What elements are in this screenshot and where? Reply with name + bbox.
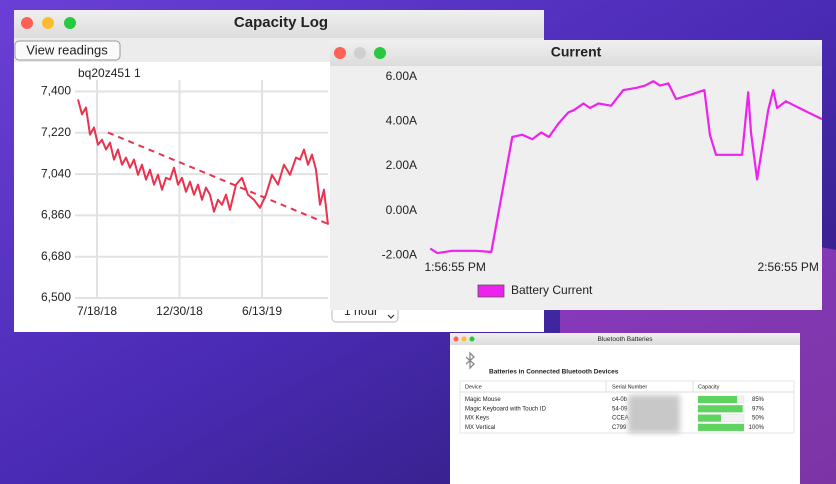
legend-label: Battery Current <box>511 283 593 297</box>
window-title: Current <box>551 44 602 60</box>
view-readings-button[interactable] <box>14 40 121 61</box>
y-tick-label: 7,220 <box>41 125 71 139</box>
column-header: Serial Number <box>612 384 647 390</box>
series-label: bq20z451 1 <box>78 66 141 80</box>
bluetooth-window: Bluetooth Batteries Batteries in Connect… <box>450 333 800 484</box>
y-tick-label: 4.00A <box>386 114 417 128</box>
capacity-label: 100% <box>749 425 765 431</box>
capacity-label: 85% <box>752 397 765 403</box>
y-tick-label: 6.00A <box>386 69 417 83</box>
capacity-chart: 6,500 6,680 6,860 7,040 7,220 7,400 7/18/18 12/… <box>41 66 329 318</box>
legend-swatch <box>477 284 505 298</box>
capacity-bar <box>698 396 738 403</box>
device-name: MX Vertical <box>465 425 495 431</box>
capacity-bar <box>698 414 721 422</box>
table-frame <box>459 380 795 434</box>
trend-line <box>107 131 329 225</box>
serial-blur <box>628 395 680 433</box>
device-name: Magic Keyboard with Touch ID <box>465 406 547 412</box>
column-header: Device <box>465 384 482 390</box>
serial-number: c4-0b <box>612 397 628 403</box>
column-header: Capacity <box>698 384 720 390</box>
button-label: View readings <box>26 42 108 57</box>
x-tick-label: 7/18/18 <box>77 304 117 318</box>
zoom-button[interactable] <box>469 336 475 342</box>
y-tick-label: 7,400 <box>41 84 71 98</box>
serial-number: CCEA <box>612 416 629 422</box>
minimize-button[interactable] <box>354 47 366 59</box>
bluetooth-icon <box>465 351 475 370</box>
y-tick-label: 6,680 <box>41 249 71 263</box>
serial-number: 54-09 <box>612 406 628 412</box>
x-tick-label: 1:56:55 PM <box>425 260 486 274</box>
capacity-bar <box>698 423 744 431</box>
close-button[interactable] <box>334 47 346 59</box>
series-line <box>77 99 329 225</box>
x-tick-label: 12/30/18 <box>156 304 203 318</box>
zoom-button[interactable] <box>64 17 76 29</box>
y-tick-label: 6,860 <box>41 208 71 222</box>
title-bar <box>14 10 544 38</box>
capacity-label: 50% <box>752 416 765 422</box>
capacity-bar <box>698 405 743 413</box>
close-button[interactable] <box>21 17 33 29</box>
y-tick-label: -2.00A <box>382 247 417 261</box>
y-tick-label: 6,500 <box>41 290 71 304</box>
serial-number: C799 <box>612 425 627 431</box>
window-body <box>330 40 822 310</box>
y-tick-label: 0.00A <box>386 203 417 217</box>
current-window: Current -2.00A 0.00A 2.00A 4.00A 6.00A 1:56:5… <box>330 40 822 310</box>
y-tick-label: 7,040 <box>41 166 71 180</box>
y-tick-label: 2.00A <box>386 158 417 172</box>
capacity-label: 97% <box>752 406 765 412</box>
close-button[interactable] <box>453 336 459 342</box>
minimize-button[interactable] <box>42 17 54 29</box>
device-name: Magic Mouse <box>465 397 501 403</box>
battery-table: Device Serial Number Capacity Magic Mouse c4… <box>465 384 765 432</box>
device-name: MX Keys <box>465 416 489 422</box>
title-bar <box>450 333 800 345</box>
series-line <box>429 80 822 255</box>
x-tick-label: 2:56:55 PM <box>757 260 818 274</box>
x-tick-label: 6/13/19 <box>242 304 282 318</box>
title-bar <box>330 40 822 66</box>
zoom-button[interactable] <box>374 47 386 59</box>
heading: Batteries in Connected Bluetooth Devices <box>489 369 619 376</box>
window-title: Capacity Log <box>234 14 328 31</box>
current-chart: -2.00A 0.00A 2.00A 4.00A 6.00A 1:56:55 PM 2:56… <box>382 69 822 298</box>
window-title: Bluetooth Batteries <box>598 336 654 343</box>
minimize-button[interactable] <box>461 336 467 342</box>
